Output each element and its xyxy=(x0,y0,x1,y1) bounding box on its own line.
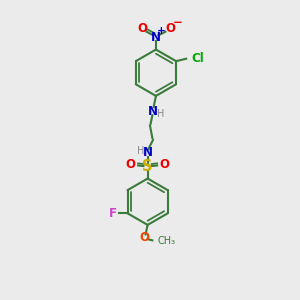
Text: O: O xyxy=(165,22,175,35)
Text: −: − xyxy=(172,16,182,29)
Text: H: H xyxy=(157,109,164,119)
Text: N: N xyxy=(147,105,158,118)
Text: CH₃: CH₃ xyxy=(157,236,175,246)
Text: O: O xyxy=(160,158,170,171)
Text: H: H xyxy=(137,146,145,156)
Text: O: O xyxy=(126,158,136,171)
Text: O: O xyxy=(139,232,149,244)
Text: Cl: Cl xyxy=(191,52,204,65)
Text: O: O xyxy=(137,22,147,35)
Text: N: N xyxy=(151,31,161,44)
Text: N: N xyxy=(142,146,153,160)
Text: F: F xyxy=(109,207,117,220)
Text: +: + xyxy=(157,26,166,35)
Text: S: S xyxy=(142,159,153,174)
